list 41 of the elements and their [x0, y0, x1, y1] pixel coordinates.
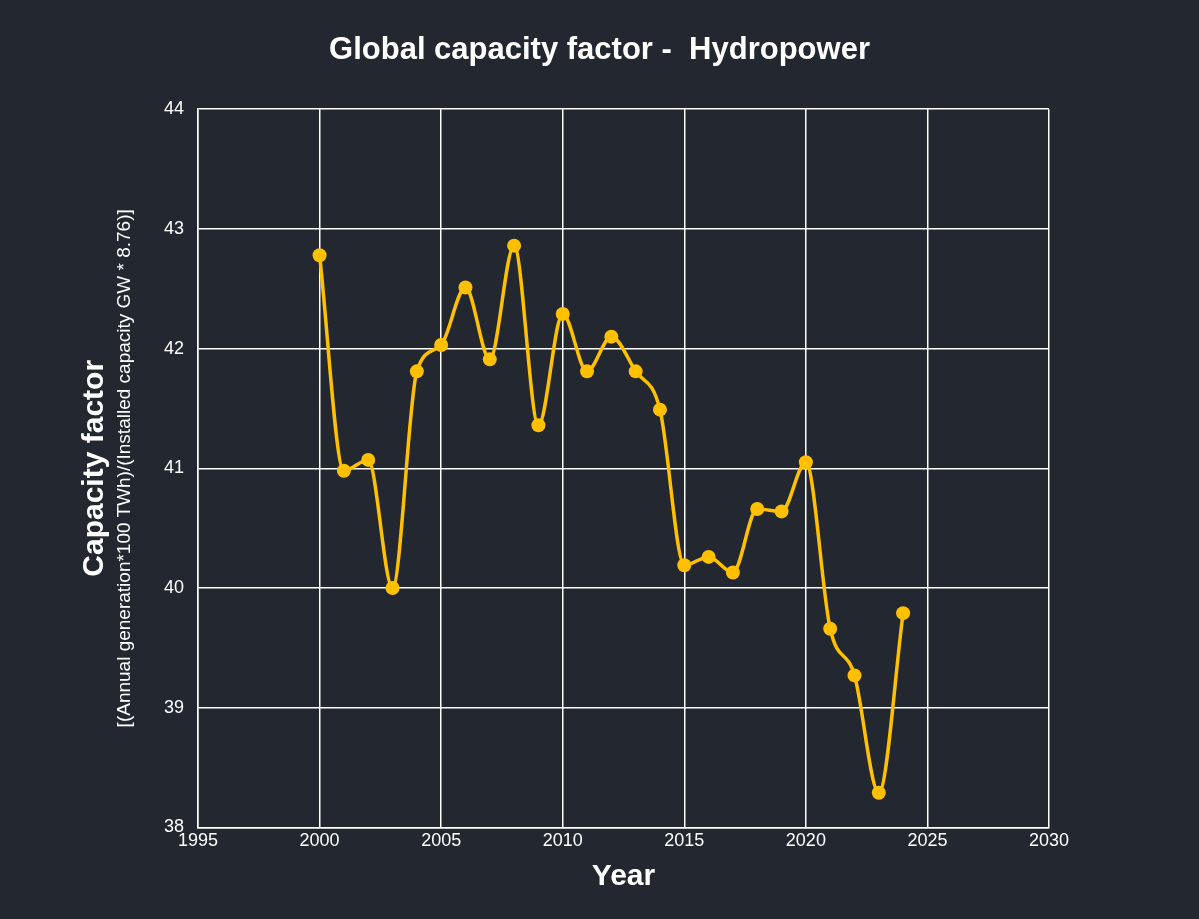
point — [628, 364, 643, 379]
y-tick-label: 42 — [163, 337, 185, 358]
x-tick-label: 2015 — [664, 830, 705, 851]
point — [458, 280, 473, 295]
x-tick-label: 2000 — [299, 830, 340, 851]
point — [823, 621, 838, 636]
x-tick-label: 2010 — [542, 830, 583, 851]
point — [361, 452, 376, 467]
point — [555, 306, 570, 321]
x-tick-label: 2030 — [1028, 830, 1070, 851]
point — [677, 558, 692, 573]
point — [336, 463, 351, 478]
y-tick-label: 39 — [163, 696, 185, 717]
point — [482, 352, 497, 367]
point — [871, 785, 886, 800]
point — [798, 455, 813, 470]
y-tick-label: 44 — [163, 98, 185, 119]
y-tick-label: 41 — [163, 457, 185, 478]
point — [701, 549, 716, 564]
point — [750, 502, 765, 516]
point — [774, 504, 789, 519]
point — [507, 238, 522, 253]
y-axis-title: Capacity factor [(Annual generation*100 TWh)/(Installed capacity GW * 8.76)] — [76, 209, 135, 728]
point — [847, 668, 862, 683]
point — [652, 402, 667, 417]
point — [434, 338, 449, 353]
point — [896, 606, 911, 621]
point — [725, 565, 740, 580]
x-tick-label: 2020 — [785, 830, 826, 851]
point — [604, 329, 619, 344]
y-tick-label: 40 — [163, 576, 185, 597]
point — [531, 418, 546, 433]
point — [312, 248, 327, 263]
x-tick-label: 2025 — [907, 830, 948, 851]
x-tick-label: 2005 — [421, 830, 462, 851]
point — [409, 364, 424, 379]
x-axis-title: Year — [591, 858, 656, 892]
point — [385, 581, 400, 595]
chart-title: Global capacity factor - Hydropower — [329, 31, 870, 67]
point — [580, 364, 595, 379]
y-tick-label: 43 — [163, 217, 185, 238]
